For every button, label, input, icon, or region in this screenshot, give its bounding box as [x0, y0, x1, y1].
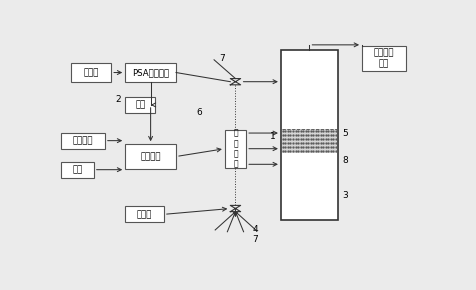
- Text: 7: 7: [219, 54, 225, 63]
- Text: 混合装置: 混合装置: [140, 152, 161, 161]
- Text: 尾气处理
系统: 尾气处理 系统: [374, 48, 394, 68]
- Bar: [362, 46, 406, 70]
- Text: 1: 1: [270, 132, 276, 141]
- Bar: [125, 144, 176, 169]
- Text: 5: 5: [343, 128, 348, 137]
- Text: 2: 2: [115, 95, 120, 104]
- Text: 废液: 废液: [135, 100, 145, 109]
- Text: 泥渣: 泥渣: [72, 165, 83, 174]
- Text: 计
量
组
件: 计 量 组 件: [233, 128, 238, 169]
- Bar: [125, 206, 164, 222]
- Bar: [125, 97, 155, 113]
- Text: 7: 7: [252, 235, 258, 244]
- Bar: [125, 64, 176, 82]
- Bar: [61, 162, 94, 178]
- Text: 一次风: 一次风: [137, 210, 152, 219]
- Bar: [281, 50, 338, 220]
- Bar: [61, 133, 105, 149]
- Text: 6: 6: [196, 108, 202, 117]
- Bar: [282, 128, 337, 153]
- Text: 4: 4: [252, 225, 258, 234]
- Bar: [71, 64, 111, 82]
- Text: 8: 8: [343, 157, 348, 166]
- Text: 固体废渣: 固体废渣: [73, 136, 93, 145]
- Text: 二次风: 二次风: [83, 68, 99, 77]
- Text: 3: 3: [343, 191, 348, 200]
- Text: PSA吸附装置: PSA吸附装置: [132, 68, 169, 77]
- Bar: [225, 130, 246, 168]
